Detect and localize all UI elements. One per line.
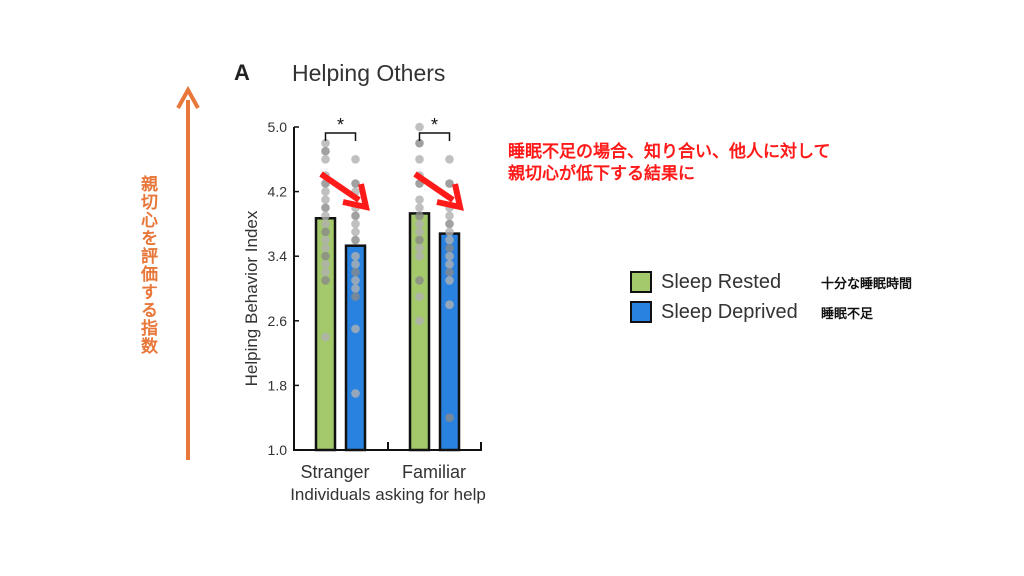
y-tick-label: 1.0 — [268, 442, 288, 458]
data-point — [445, 155, 454, 164]
data-point — [321, 332, 330, 342]
annotation-line-2: 親切心が低下する結果に — [508, 164, 695, 183]
data-point — [445, 211, 454, 221]
data-point — [351, 179, 360, 188]
x-tick-label-familiar: Familiar — [402, 462, 466, 482]
data-point — [415, 122, 424, 132]
data-point — [415, 138, 424, 148]
axis-note-vertical: 親切心を評価する指数 — [138, 175, 157, 355]
data-point — [351, 292, 360, 301]
data-point — [415, 235, 424, 245]
legend-swatch-deprived — [630, 301, 652, 323]
legend-jp-deprived: 睡眠不足 — [821, 305, 874, 321]
data-point — [445, 179, 454, 188]
data-point — [321, 155, 330, 164]
chart-title: Helping Others — [292, 60, 446, 86]
data-point — [321, 259, 330, 269]
y-tick-label: 4.2 — [268, 184, 288, 200]
data-point — [321, 276, 330, 285]
data-point — [415, 276, 424, 285]
legend-jp-rested: 十分な睡眠時間 — [821, 275, 913, 291]
legend-swatch-rested — [630, 271, 652, 293]
red-arrow-shaft — [319, 171, 361, 203]
data-point — [321, 203, 330, 213]
data-point — [445, 268, 454, 277]
red-arrow-head — [436, 183, 464, 211]
data-point — [321, 243, 330, 253]
panel-label: A — [234, 60, 250, 85]
data-point — [445, 227, 454, 237]
legend-label-deprived: Sleep Deprived — [661, 300, 798, 323]
data-point — [415, 219, 424, 229]
data-point — [415, 195, 424, 204]
data-point — [415, 316, 424, 326]
red-arrow-shaft — [413, 171, 455, 203]
data-point — [445, 300, 454, 309]
data-point — [351, 155, 360, 164]
data-point — [351, 259, 360, 269]
legend-label-rested: Sleep Rested — [661, 270, 782, 293]
annotation-note: 睡眠不足の場合、知り合い、他人に対して 親切心が低下する結果に — [508, 141, 831, 185]
data-point — [445, 259, 454, 269]
data-point — [351, 389, 360, 398]
data-point — [321, 138, 330, 148]
data-point — [351, 268, 360, 277]
data-point — [445, 251, 454, 261]
data-point — [415, 292, 424, 301]
data-point — [415, 155, 424, 164]
y-tick-label: 1.8 — [268, 377, 288, 393]
data-point — [415, 243, 424, 253]
significance-star: * — [431, 115, 438, 135]
data-point — [351, 251, 360, 261]
annotation-line-1: 睡眠不足の場合、知り合い、他人に対して — [508, 142, 831, 161]
data-point — [445, 235, 454, 245]
data-point — [415, 251, 424, 261]
data-point — [321, 235, 330, 245]
data-point — [445, 243, 454, 253]
data-point — [351, 219, 360, 229]
orange-axis-arrow-head — [176, 85, 200, 109]
legend: Sleep Rested 十分な睡眠時間 Sleep Deprived 睡眠不足 — [630, 267, 912, 327]
data-point — [351, 284, 360, 293]
significance-star: * — [337, 115, 344, 135]
legend-item-rested: Sleep Rested 十分な睡眠時間 — [630, 267, 912, 297]
data-point — [415, 227, 424, 237]
data-point — [415, 211, 424, 221]
data-point — [321, 227, 330, 237]
x-axis-label: Individuals asking for help — [290, 485, 486, 504]
data-point — [351, 211, 360, 221]
data-point — [445, 276, 454, 285]
y-axis-label: Helping Behavior Index — [242, 210, 261, 386]
data-point — [321, 146, 330, 156]
significance-bracket — [324, 132, 357, 141]
data-point — [445, 219, 454, 229]
data-point — [321, 219, 330, 229]
y-tick-label: 5.0 — [268, 119, 288, 135]
data-point — [321, 251, 330, 261]
data-point — [415, 203, 424, 213]
data-point — [351, 227, 360, 237]
red-arrow-head — [342, 183, 370, 211]
data-point — [321, 187, 330, 196]
y-tick-label: 3.4 — [268, 248, 288, 264]
data-point — [321, 195, 330, 204]
data-point — [445, 413, 454, 423]
data-point — [321, 211, 330, 221]
data-point — [351, 235, 360, 245]
x-tick-label-stranger: Stranger — [300, 462, 369, 482]
bar-stranger-deprived — [344, 244, 367, 452]
data-point — [321, 268, 330, 277]
data-point — [351, 276, 360, 285]
legend-item-deprived: Sleep Deprived 睡眠不足 — [630, 297, 912, 327]
data-point — [351, 324, 360, 334]
y-tick-label: 2.6 — [268, 313, 288, 329]
significance-bracket — [418, 132, 451, 141]
